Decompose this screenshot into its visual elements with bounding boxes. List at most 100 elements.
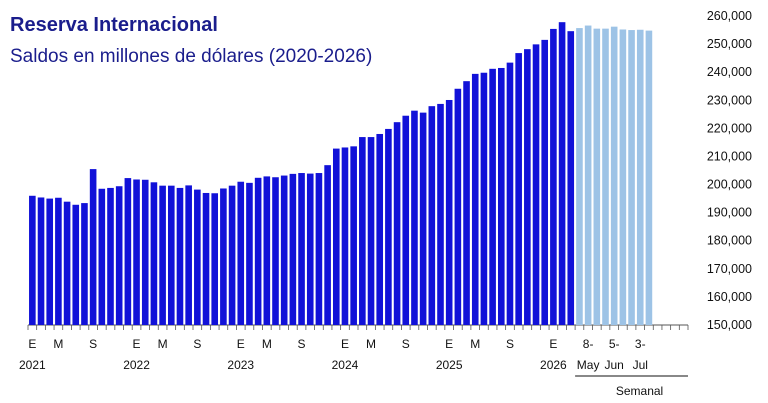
x-tick-label: M (470, 337, 480, 351)
y-tick-label: 190,000 (707, 206, 752, 220)
bar (89, 169, 97, 325)
x-tick-label: E (445, 337, 453, 351)
bar (645, 30, 653, 326)
bar (515, 53, 522, 325)
bar (81, 203, 88, 325)
bar (602, 28, 609, 325)
year-label: 2021 (19, 358, 46, 372)
x-tick-label: S (402, 337, 410, 351)
y-tick-label: 210,000 (707, 149, 752, 163)
bar (228, 185, 236, 325)
bar (367, 137, 375, 325)
bar (480, 72, 488, 326)
bar (220, 188, 227, 325)
y-tick-label: 170,000 (707, 262, 752, 276)
x-tick-label: M (158, 337, 168, 351)
bar (72, 204, 80, 325)
bar (194, 189, 201, 325)
bar (593, 28, 601, 325)
bar (141, 179, 149, 325)
x-tick-label: E (341, 337, 349, 351)
bar (532, 44, 540, 326)
bar (610, 26, 618, 325)
bar (263, 176, 271, 325)
x-tick-label: S (89, 337, 97, 351)
bar (98, 188, 106, 325)
x-tick-label: E (549, 337, 557, 351)
x-tick-label: 5- (609, 337, 620, 351)
bar (29, 195, 36, 325)
bar (437, 103, 444, 325)
bar (619, 29, 627, 325)
x-tick-label: 8- (583, 337, 594, 351)
bar (471, 73, 479, 326)
bar (428, 106, 436, 325)
bar (489, 68, 496, 325)
y-tick-label: 230,000 (707, 93, 752, 107)
bar (254, 177, 262, 325)
year-label: 2025 (436, 358, 463, 372)
bar (202, 192, 210, 325)
bar (107, 187, 114, 325)
y-tick-label: 250,000 (707, 37, 752, 51)
bar (584, 25, 592, 326)
chart-subtitle: Saldos en millones de dólares (2020-2026… (10, 46, 373, 67)
bar (567, 31, 575, 325)
bar (454, 88, 462, 325)
x-tick-sublabel: Jun (605, 358, 624, 372)
bar (550, 28, 557, 325)
bar (298, 173, 305, 325)
chart-title: Reserva Internacional (10, 14, 218, 36)
bar (150, 182, 158, 325)
year-label: 2022 (123, 358, 150, 372)
y-tick-label: 160,000 (707, 290, 752, 304)
bar (133, 179, 140, 325)
bar (332, 148, 340, 325)
bar (506, 62, 514, 325)
y-tick-label: 220,000 (707, 121, 752, 135)
year-label: 2023 (227, 358, 254, 372)
x-tick-label: 3- (635, 337, 646, 351)
bar (376, 133, 384, 325)
bar (272, 177, 279, 325)
x-tick-label: S (298, 337, 306, 351)
bar (237, 181, 245, 325)
bar (159, 185, 166, 325)
y-tick-label: 150,000 (707, 318, 752, 332)
bar (524, 49, 531, 326)
weekly-label: Semanal (616, 384, 663, 398)
bar (402, 115, 410, 325)
bar (576, 28, 583, 326)
x-tick-label: S (193, 337, 201, 351)
x-tick-label: E (237, 337, 245, 351)
x-tick-label: E (28, 337, 36, 351)
x-tick-label: M (366, 337, 376, 351)
bar (55, 197, 62, 325)
bar (246, 182, 253, 325)
year-label: 2024 (332, 358, 359, 372)
bar (211, 193, 219, 325)
bar (124, 178, 132, 325)
bar (497, 67, 505, 325)
bar (341, 147, 349, 325)
bar (46, 198, 54, 325)
y-tick-label: 200,000 (707, 178, 752, 192)
x-tick-sublabel: Jul (633, 358, 648, 372)
x-tick-label: S (506, 337, 514, 351)
bar (636, 29, 644, 325)
bar (289, 173, 297, 325)
bar (385, 128, 392, 325)
bar (167, 185, 175, 325)
bar (115, 186, 123, 325)
bar (393, 122, 401, 326)
bar (63, 201, 71, 325)
bar (176, 187, 184, 325)
x-tick-label: E (133, 337, 141, 351)
y-tick-label: 180,000 (707, 234, 752, 248)
bar (628, 30, 635, 326)
bar (315, 173, 323, 325)
y-tick-label: 260,000 (707, 9, 752, 23)
year-label: 2026 (540, 358, 567, 372)
bar (463, 81, 470, 325)
